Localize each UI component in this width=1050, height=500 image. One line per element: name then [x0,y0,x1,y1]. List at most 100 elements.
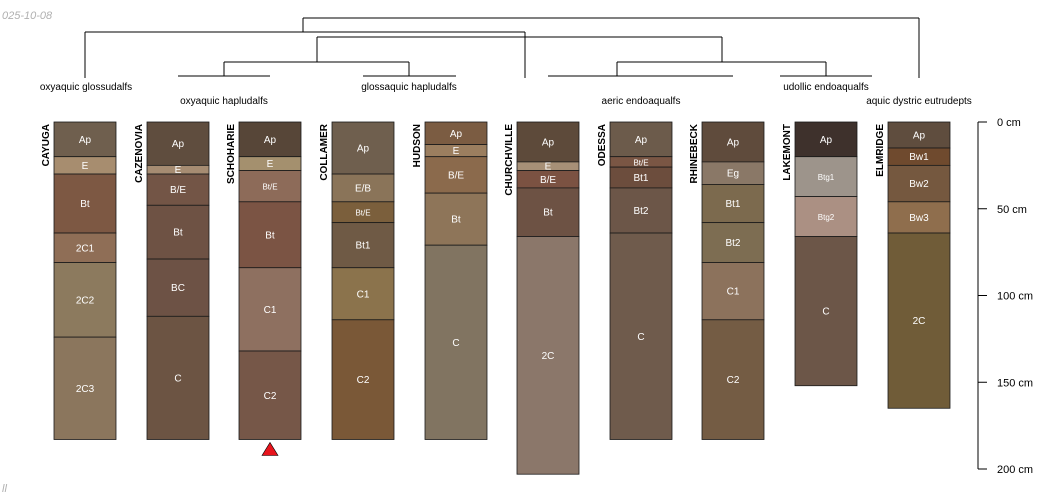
horizon-label: E [453,146,460,157]
horizon-block [794,196,858,237]
taxon-label: udollic endoaqualfs [783,82,869,93]
horizon-label: C [174,373,181,384]
horizon-block [331,173,395,203]
depth-tick-label: 0 cm [997,117,1021,129]
horizon-label: C2 [264,391,277,402]
horizon-block [53,173,117,234]
horizon-block [794,121,858,158]
horizon-label: 2C1 [76,243,95,254]
soil-profile-lakemont: Ap Btg1 Btg2 C LAKEMONT [782,121,858,387]
taxon-label: aeric endoaqualfs [602,96,681,107]
horizon-label: Ap [79,135,92,146]
dendrogram-branch [316,36,723,62]
horizon-label: C1 [264,305,277,316]
horizon-label: C1 [727,287,740,298]
horizon-label: Ap [542,137,555,148]
horizon-label: Ap [727,137,740,148]
soil-profile-cayuga: Ap E Bt 2C1 2C2 2C3 CAYUGA [41,121,117,440]
horizon-block [331,222,395,269]
horizon-label: 2C2 [76,295,95,306]
soil-profile-collamer: Ap E/B Bt/E Bt1 C1 C2 COLLAMER [319,121,395,440]
horizon-label: Bt [543,208,553,219]
horizon-label: C [637,332,644,343]
horizon-block [794,236,858,387]
horizon-block [424,192,488,246]
horizon-label: C2 [727,375,740,386]
horizon-label: Bt/E [355,209,370,218]
horizon-label: Bt1 [633,173,648,184]
horizon-label: Bt [173,228,183,239]
horizon-block [424,244,488,440]
horizon-label: C [452,338,459,349]
horizon-label: Bt2 [633,206,648,217]
horizon-label: C2 [357,375,370,386]
profile-name: ELMRIDGE [875,124,886,177]
horizon-label: Bt [265,230,275,241]
horizon-label: Bw2 [909,179,929,190]
horizon-label: B/E [540,175,556,186]
date-stamp: 025-10-08 [2,10,53,22]
soil-profile-hudson: Ap E B/E Bt C HUDSON [412,121,488,440]
profile-name: HUDSON [412,124,423,167]
dendrogram-branch [616,61,827,76]
horizon-label: Bt/E [633,158,648,167]
horizon-label: Btg2 [818,213,835,222]
profile-name: RHINEBECK [689,123,700,183]
horizon-block [238,121,302,158]
soil-profile-rhinebeck: Ap Eg Bt1 Bt2 C1 C2 RHINEBECK [689,121,765,440]
horizon-block [238,350,302,440]
soil-profile-odessa: Ap Bt/E Bt1 Bt2 C ODESSA [597,121,673,440]
horizon-label: Btg1 [818,173,835,182]
horizon-label: Ap [913,131,926,142]
horizon-block [701,184,765,224]
horizon-label: Ap [172,139,185,150]
horizon-block [146,204,210,260]
horizon-label: Bt/E [262,183,277,192]
horizon-label: 2C [542,351,555,362]
profile-name: COLLAMER [319,123,330,180]
depth-tick-label: 150 cm [997,377,1033,389]
horizon-label: Eg [727,169,739,180]
horizon-block [887,121,951,149]
dendrogram-branch [223,61,410,76]
horizon-label: B/E [170,185,186,196]
horizon-block [609,187,673,234]
horizon-label: C1 [357,289,370,300]
horizon-block [146,258,210,317]
horizon-block [146,173,210,206]
profile-name: CAZENOVIA [134,124,145,183]
horizon-label: 2C3 [76,384,95,395]
taxon-label: glossaquic hapludalfs [361,82,457,93]
dendrogram-branch [84,31,526,78]
dendrogram [84,17,920,78]
horizon-label: Ap [264,135,277,146]
horizon-label: Bt2 [725,238,740,249]
horizon-block [53,336,117,440]
depth-axis: 0 cm 50 cm 100 cm 150 cm 200 cm [977,117,1033,476]
soil-profile-churchville: Ap E B/E Bt 2C CHURCHVILLE [504,121,580,475]
profile-name: CAYUGA [41,124,52,166]
horizon-block [887,164,951,203]
horizon-block [331,319,395,440]
horizon-label: E [175,165,182,176]
profile-name: LAKEMONT [782,124,793,181]
horizon-label: Bw3 [909,213,929,224]
profile-name: ODESSA [597,124,608,166]
profile-name: CHURCHVILLE [504,124,515,196]
horizon-label: E [545,162,552,173]
horizon-label: Ap [635,135,648,146]
horizon-block [701,222,765,263]
horizon-label: B/E [448,170,464,181]
soil-profile-cazenovia: Ap E B/E Bt BC C CAZENOVIA [134,121,210,440]
horizon-block [887,201,951,234]
taxon-label: oxyaquic glossudalfs [40,82,132,93]
horizon-block [146,315,210,440]
horizon-label: Bt1 [725,199,740,210]
taxon-label: aquic dystric eutrudepts [866,96,972,107]
horizon-block [794,156,858,198]
soil-profile-schoharie: Ap E Bt/E Bt C1 C2 SCHOHARIE [226,121,302,456]
horizon-block [609,232,673,440]
horizon-label: 2C [913,316,926,327]
